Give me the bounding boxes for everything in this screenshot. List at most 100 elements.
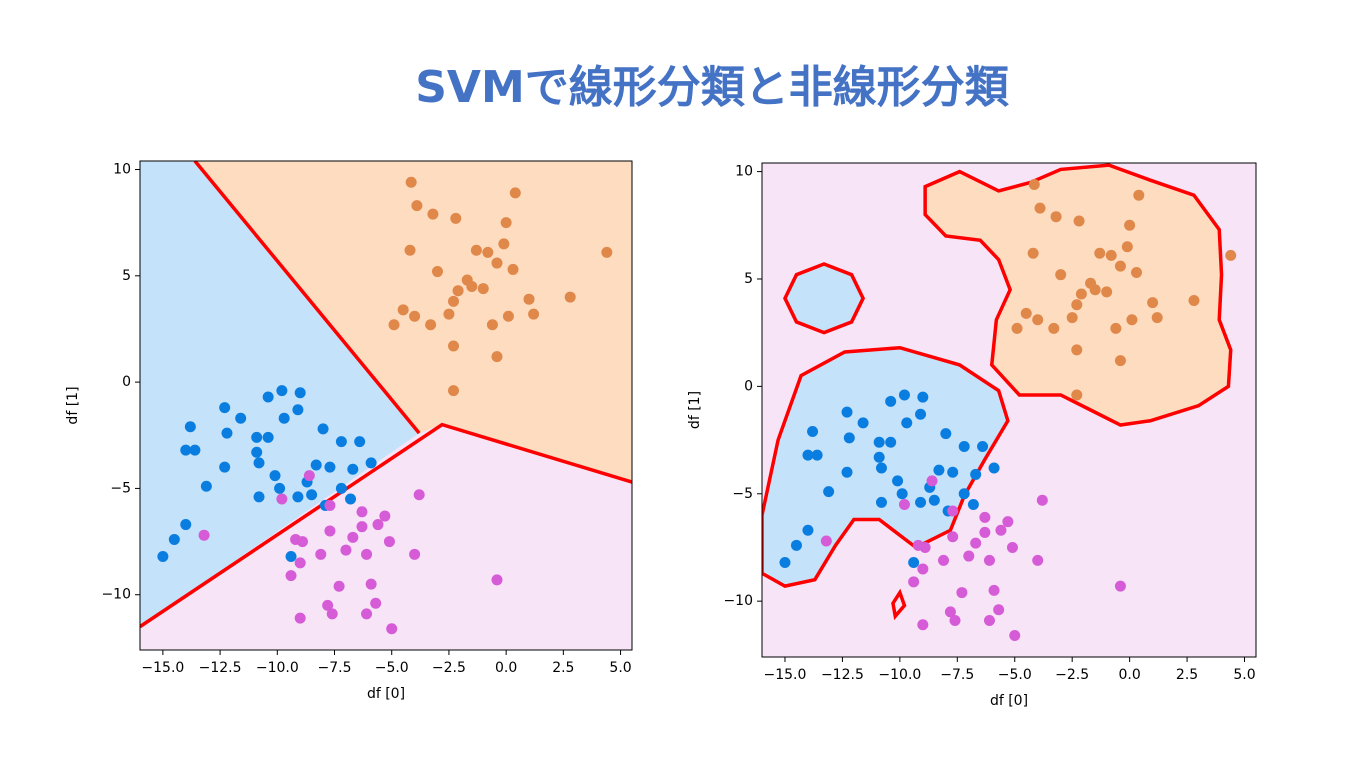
x-tick-label: −5.0 bbox=[375, 660, 409, 676]
scatter-point bbox=[1131, 267, 1143, 279]
y-tick-label: 5 bbox=[122, 268, 131, 284]
scatter-point bbox=[326, 608, 338, 620]
slide-title: SVMで線形分類と非線形分類 bbox=[415, 62, 1010, 113]
scatter-point bbox=[892, 475, 904, 487]
scatter-point bbox=[958, 488, 970, 500]
scatter-point bbox=[276, 385, 288, 397]
scatter-point bbox=[938, 554, 950, 566]
scatter-point bbox=[1048, 322, 1060, 334]
scatter-point bbox=[901, 417, 913, 429]
plot-area bbox=[140, 161, 632, 650]
scatter-point bbox=[898, 499, 910, 511]
x-tick-label: 0.0 bbox=[1118, 667, 1140, 683]
scatter-point bbox=[1101, 286, 1113, 298]
scatter-point bbox=[958, 441, 970, 453]
scatter-point bbox=[219, 402, 231, 414]
scatter-point bbox=[1032, 554, 1044, 566]
scatter-point bbox=[274, 482, 286, 494]
decision-boundary bbox=[193, 161, 421, 435]
scatter-point bbox=[995, 524, 1007, 536]
scatter-point bbox=[1006, 541, 1018, 553]
scatter-point bbox=[198, 529, 210, 541]
scatter-point bbox=[335, 436, 347, 448]
scatter-point bbox=[908, 556, 920, 568]
scatter-point bbox=[427, 208, 439, 220]
scatter-point bbox=[335, 482, 347, 494]
scatter-point bbox=[875, 462, 887, 474]
scatter-point bbox=[365, 457, 377, 469]
scatter-point bbox=[823, 486, 835, 498]
scatter-point bbox=[317, 423, 329, 435]
scatter-point bbox=[365, 578, 377, 590]
scatter-point bbox=[979, 511, 991, 523]
scatter-point bbox=[523, 293, 535, 305]
scatter-point bbox=[917, 563, 929, 575]
x-tick-label: 2.5 bbox=[1176, 667, 1198, 683]
y-tick-label: 0 bbox=[122, 374, 131, 390]
scatter-point bbox=[1034, 202, 1046, 214]
x-tick-label: −12.5 bbox=[199, 660, 242, 676]
scatter-point bbox=[988, 584, 1000, 596]
scatter-point bbox=[940, 428, 952, 440]
scatter-point bbox=[820, 535, 832, 547]
scatter-point bbox=[324, 525, 336, 537]
scatter-point bbox=[269, 470, 281, 482]
scatter-point bbox=[315, 548, 327, 560]
scatter-point bbox=[221, 427, 233, 439]
x-tick-label: −7.5 bbox=[940, 667, 974, 683]
scatter-point bbox=[915, 408, 927, 420]
scatter-point bbox=[347, 531, 359, 543]
scatter-point bbox=[875, 496, 887, 508]
scatter-point bbox=[354, 436, 366, 448]
scatter-point bbox=[404, 244, 416, 256]
scatter-point bbox=[963, 550, 975, 562]
y-tick-label: −5 bbox=[732, 486, 753, 502]
y-axis-label: df [1] bbox=[687, 391, 703, 429]
plot-area bbox=[762, 163, 1256, 657]
scatter-point bbox=[1188, 294, 1200, 306]
scatter-point bbox=[180, 519, 192, 531]
scatter-point bbox=[802, 449, 814, 461]
scatter-point bbox=[1028, 178, 1040, 190]
scatter-point bbox=[491, 351, 503, 363]
scatter-point bbox=[1151, 312, 1163, 324]
decision-region bbox=[891, 588, 907, 621]
scatter-point bbox=[1126, 314, 1138, 326]
x-tick-label: −15.0 bbox=[141, 660, 184, 676]
scatter-point bbox=[857, 417, 869, 429]
scatter-point bbox=[347, 463, 359, 475]
scatter-point bbox=[303, 470, 315, 482]
y-tick-label: −10 bbox=[723, 593, 753, 609]
x-tick-label: 5.0 bbox=[609, 660, 631, 676]
scatter-point bbox=[933, 464, 945, 476]
scatter-point bbox=[983, 614, 995, 626]
scatter-point bbox=[157, 550, 169, 562]
x-tick-label: −15.0 bbox=[764, 667, 807, 683]
scatter-point bbox=[491, 257, 503, 269]
scatter-point bbox=[262, 391, 274, 403]
scatter-point bbox=[413, 489, 425, 501]
scatter-point bbox=[790, 539, 802, 551]
scatter-point bbox=[873, 436, 885, 448]
plot-frame bbox=[761, 162, 1257, 658]
scatter-point bbox=[452, 285, 464, 297]
plot-frame bbox=[139, 160, 633, 651]
scatter-point bbox=[507, 263, 519, 275]
scatter-point bbox=[917, 619, 929, 631]
scatter-point bbox=[1133, 189, 1145, 201]
scatter-point bbox=[356, 521, 368, 533]
scatter-point bbox=[356, 506, 368, 518]
x-tick-label: −10.0 bbox=[878, 667, 921, 683]
scatter-point bbox=[383, 536, 395, 548]
y-tick-label: 0 bbox=[744, 378, 753, 394]
scatter-point bbox=[296, 536, 308, 548]
y-tick-label: 5 bbox=[744, 271, 753, 287]
scatter-point bbox=[1071, 344, 1083, 356]
scatter-point bbox=[885, 395, 897, 407]
scatter-point bbox=[811, 449, 823, 461]
scatter-point bbox=[425, 319, 437, 331]
plot: −15.0 −12.5 −10.0 −7.5 −5.0 −2.5 0.0 2.5 5.0 −10 −… bbox=[687, 162, 1257, 709]
scatter-point bbox=[944, 606, 956, 618]
scatter-point bbox=[388, 319, 400, 331]
scatter-point bbox=[276, 493, 288, 505]
